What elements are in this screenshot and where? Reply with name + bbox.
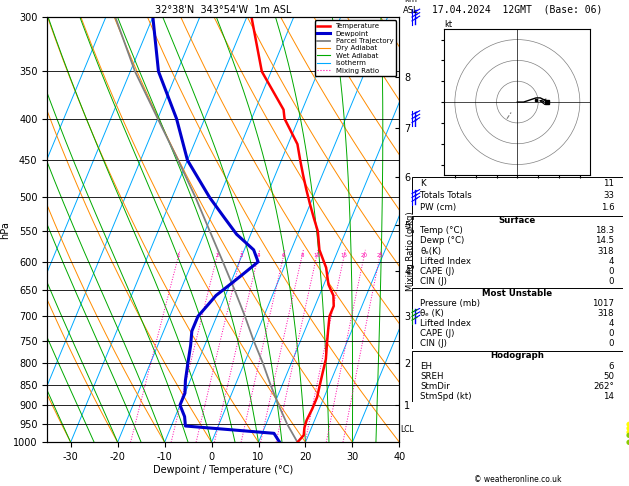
Y-axis label: hPa: hPa bbox=[0, 221, 10, 239]
Text: 14: 14 bbox=[603, 392, 615, 401]
Text: 2: 2 bbox=[215, 253, 219, 259]
Text: Lifted Index: Lifted Index bbox=[420, 319, 471, 328]
Text: 50: 50 bbox=[603, 372, 615, 381]
Text: 1: 1 bbox=[177, 253, 181, 259]
Text: 25: 25 bbox=[376, 253, 384, 259]
Text: PW (cm): PW (cm) bbox=[420, 203, 457, 212]
Text: 14.5: 14.5 bbox=[595, 237, 615, 245]
X-axis label: Dewpoint / Temperature (°C): Dewpoint / Temperature (°C) bbox=[153, 465, 293, 475]
Text: K: K bbox=[420, 179, 426, 188]
Text: 262°: 262° bbox=[593, 382, 615, 391]
Text: SREH: SREH bbox=[420, 372, 444, 381]
Text: 15: 15 bbox=[341, 253, 348, 259]
Text: 318: 318 bbox=[598, 246, 615, 256]
Text: Hodograph: Hodograph bbox=[491, 351, 544, 361]
Text: 11: 11 bbox=[603, 179, 615, 188]
Text: θₑ(K): θₑ(K) bbox=[420, 246, 442, 256]
Text: ●: ● bbox=[626, 439, 629, 445]
Text: Mixing Ratio (g/kg): Mixing Ratio (g/kg) bbox=[406, 211, 415, 291]
Text: 0: 0 bbox=[609, 277, 615, 286]
Text: CAPE (J): CAPE (J) bbox=[420, 267, 455, 276]
Text: 0: 0 bbox=[609, 339, 615, 348]
Text: 4: 4 bbox=[609, 319, 615, 328]
Text: 0: 0 bbox=[609, 267, 615, 276]
Text: θₑ (K): θₑ (K) bbox=[420, 309, 444, 318]
Text: ●: ● bbox=[626, 429, 629, 434]
Legend: Temperature, Dewpoint, Parcel Trajectory, Dry Adiabat, Wet Adiabat, Isotherm, Mi: Temperature, Dewpoint, Parcel Trajectory… bbox=[314, 20, 396, 76]
Text: 4: 4 bbox=[609, 257, 615, 265]
Text: Lifted Index: Lifted Index bbox=[420, 257, 471, 265]
Text: StmSpd (kt): StmSpd (kt) bbox=[420, 392, 472, 401]
Title: 32°38'N  343°54'W  1m ASL: 32°38'N 343°54'W 1m ASL bbox=[155, 5, 291, 15]
Text: 3: 3 bbox=[239, 253, 243, 259]
Text: LCL: LCL bbox=[400, 425, 413, 434]
Text: Surface: Surface bbox=[499, 216, 536, 226]
Text: © weatheronline.co.uk: © weatheronline.co.uk bbox=[474, 474, 561, 484]
Text: 0: 0 bbox=[609, 329, 615, 338]
Text: 18.3: 18.3 bbox=[595, 226, 615, 235]
Text: ●: ● bbox=[626, 421, 629, 427]
Text: CAPE (J): CAPE (J) bbox=[420, 329, 455, 338]
Text: CIN (J): CIN (J) bbox=[420, 339, 447, 348]
Text: km
ASL: km ASL bbox=[403, 0, 418, 15]
Text: kt: kt bbox=[445, 20, 453, 29]
Text: 1.6: 1.6 bbox=[601, 203, 615, 212]
Text: ●: ● bbox=[626, 425, 629, 431]
Text: Dewp (°C): Dewp (°C) bbox=[420, 237, 465, 245]
Text: 20: 20 bbox=[360, 253, 367, 259]
Text: 8: 8 bbox=[300, 253, 304, 259]
Text: 4: 4 bbox=[257, 253, 260, 259]
Text: CIN (J): CIN (J) bbox=[420, 277, 447, 286]
Text: ●: ● bbox=[626, 432, 629, 438]
Text: StmDir: StmDir bbox=[420, 382, 450, 391]
Text: 6: 6 bbox=[282, 253, 286, 259]
Text: 318: 318 bbox=[598, 309, 615, 318]
Text: Temp (°C): Temp (°C) bbox=[420, 226, 463, 235]
Text: EH: EH bbox=[420, 362, 432, 371]
Text: 33: 33 bbox=[603, 191, 615, 200]
Text: 1017: 1017 bbox=[593, 299, 615, 308]
Text: 17.04.2024  12GMT  (Base: 06): 17.04.2024 12GMT (Base: 06) bbox=[432, 4, 603, 15]
Text: 10: 10 bbox=[313, 253, 320, 259]
Text: Most Unstable: Most Unstable bbox=[482, 289, 552, 298]
Text: 6: 6 bbox=[609, 362, 615, 371]
Text: Totals Totals: Totals Totals bbox=[420, 191, 472, 200]
Text: Pressure (mb): Pressure (mb) bbox=[420, 299, 481, 308]
